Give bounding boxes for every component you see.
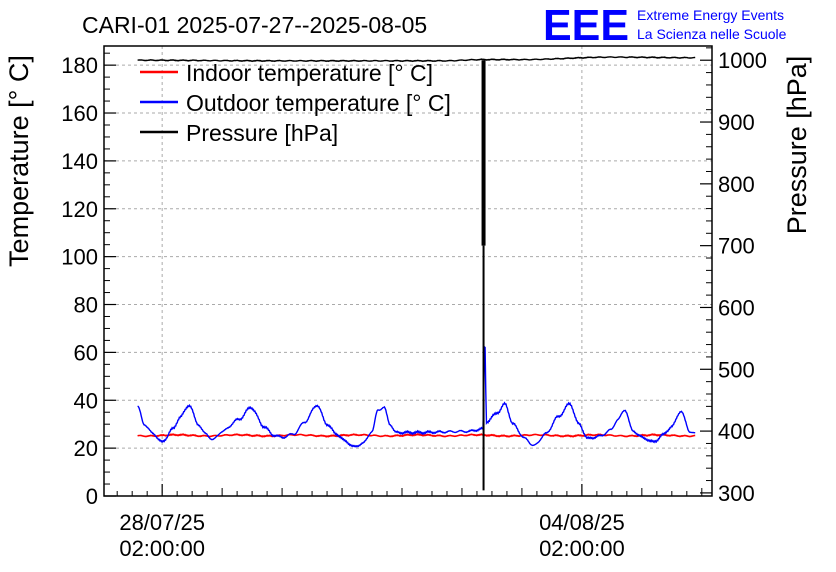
legend-outdoor-label: Outdoor temperature [° C]	[186, 90, 451, 116]
legend-indoor-label: Indoor temperature [° C]	[186, 60, 433, 86]
series-indoor-temperature	[137, 433, 696, 438]
y-tick-label: 80	[74, 293, 98, 318]
grid	[104, 46, 712, 496]
x-tick-label-time: 02:00:00	[119, 536, 205, 561]
series-pressure	[137, 56, 696, 63]
y-tick-label: 120	[61, 197, 98, 222]
legend-pressure-label: Pressure [hPa]	[186, 120, 338, 146]
x-tick-label-date: 04/08/25	[539, 510, 625, 535]
series-outdoor-temperature	[137, 345, 696, 448]
y2-tick-label: 1000	[718, 48, 767, 73]
eee-logo: EEE Extreme Energy Events La Scienza nel…	[543, 1, 787, 50]
plot-frame	[103, 45, 713, 497]
x-tick-label-date: 28/07/25	[119, 510, 205, 535]
y-axis-label: Temperature [° C]	[4, 55, 34, 267]
y2-tick-label: 500	[718, 357, 755, 382]
y2-tick-label: 700	[718, 234, 755, 259]
y2-tick-label: 300	[718, 481, 755, 506]
legend: Indoor temperature [° C] Outdoor tempera…	[140, 60, 451, 146]
chart-title: CARI-01 2025-07-27--2025-08-05	[82, 12, 427, 38]
y-tick-label: 100	[61, 245, 98, 270]
y2-tick-label: 900	[718, 110, 755, 135]
y-tick-label: 20	[74, 436, 98, 461]
y-tick-label: 0	[86, 484, 98, 509]
y2-tick-label: 400	[718, 419, 755, 444]
y2-tick-label: 800	[718, 172, 755, 197]
logo-mark: EEE	[543, 1, 629, 50]
y2-axis-label: Pressure [hPa]	[782, 56, 812, 235]
y-tick-label: 180	[61, 53, 98, 78]
y-tick-label: 60	[74, 340, 98, 365]
y-tick-label: 140	[61, 149, 98, 174]
data-layer	[137, 56, 696, 491]
logo-line-2: La Scienza nelle Scuole	[637, 26, 787, 42]
y-tick-label: 40	[74, 388, 98, 413]
x-tick-label-time: 02:00:00	[539, 536, 625, 561]
y-tick-label: 160	[61, 101, 98, 126]
logo-line-1: Extreme Energy Events	[637, 7, 784, 23]
y2-tick-label: 600	[718, 295, 755, 320]
axis-ticks: 0 20 40 60 80 100 120 140 160 180 300 400 500 600 700 8…	[61, 47, 767, 561]
